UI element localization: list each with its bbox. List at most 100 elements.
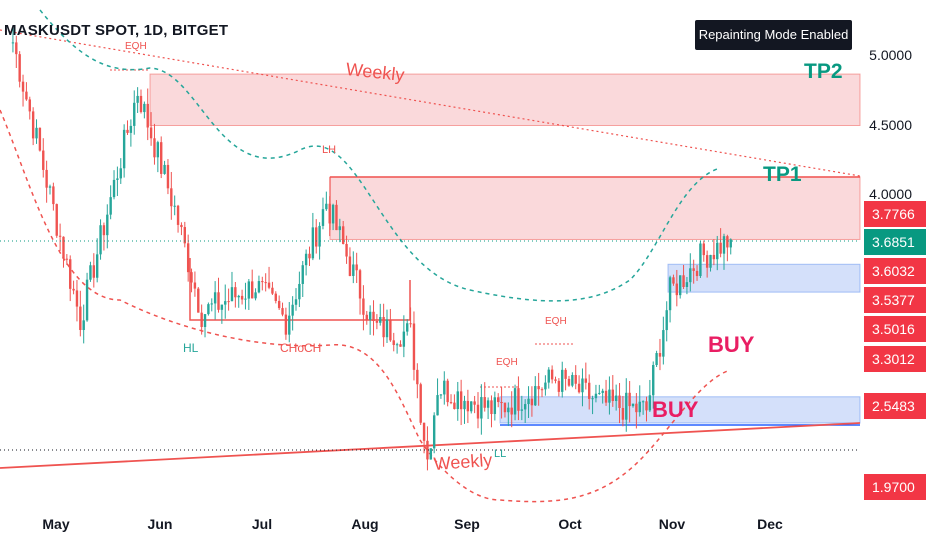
- candle-body: [406, 323, 409, 332]
- label-eqh-2: EQH: [545, 316, 567, 327]
- candle-body: [641, 401, 645, 403]
- candle-body: [21, 81, 25, 92]
- candle-body: [230, 287, 234, 302]
- candle-body: [133, 102, 136, 126]
- candle-body: [315, 227, 318, 247]
- candle-body: [55, 204, 58, 236]
- candle-body: [139, 95, 143, 113]
- choch-line: [189, 258, 411, 321]
- x-label-jul: Jul: [251, 516, 273, 532]
- candle-body: [628, 392, 631, 407]
- candle-body: [170, 188, 173, 207]
- candle-body: [160, 142, 163, 174]
- candle-body: [341, 226, 345, 244]
- candle-body: [699, 243, 702, 277]
- candle-body: [705, 255, 709, 268]
- candle-body: [483, 397, 486, 408]
- price-tag-2-5483: 2.5483: [864, 393, 926, 419]
- candle-body: [328, 203, 331, 224]
- candle-body: [234, 287, 237, 298]
- price-tag-3-5016: 3.5016: [864, 316, 926, 342]
- candle-body: [72, 288, 75, 291]
- candle-body: [244, 298, 247, 300]
- candle-body: [456, 391, 459, 410]
- candle-body: [288, 315, 291, 335]
- candle-body: [574, 374, 577, 384]
- candle-body: [82, 320, 85, 331]
- candle-body: [69, 259, 72, 289]
- label-ll: LL: [494, 448, 507, 460]
- candle-body: [45, 169, 48, 188]
- candle-body: [210, 303, 213, 305]
- candle-body: [163, 164, 166, 174]
- candle-body: [726, 236, 729, 248]
- candle-body: [106, 214, 109, 236]
- candle-body: [513, 388, 517, 415]
- candle-body: [136, 95, 139, 103]
- candle-body: [476, 404, 480, 419]
- candle-body: [547, 369, 550, 383]
- candle-body: [348, 256, 352, 276]
- candle-body: [432, 415, 436, 449]
- label-buy-lower: BUY: [652, 397, 699, 422]
- candle-body: [419, 384, 422, 423]
- candle-body: [129, 125, 133, 133]
- candle-body: [197, 288, 200, 313]
- candle-body: [645, 401, 648, 411]
- candle-body: [190, 272, 193, 283]
- candle-body: [631, 403, 635, 407]
- candle-body: [318, 225, 321, 247]
- candle-body: [271, 287, 274, 294]
- label-weekly-bottom: Weekly: [433, 449, 493, 474]
- candle-body: [449, 402, 453, 404]
- candle-body: [254, 292, 257, 299]
- candle-body: [200, 312, 203, 327]
- price-tag-3-5377: 3.5377: [864, 287, 926, 313]
- candle-body: [395, 344, 399, 346]
- y-tick-5: 5.0000: [869, 47, 912, 63]
- candle-body: [325, 203, 328, 210]
- candle-body: [89, 265, 92, 280]
- candle-body: [224, 301, 227, 305]
- candle-body: [146, 103, 149, 128]
- candle-body: [412, 323, 416, 370]
- candle-body: [368, 311, 372, 320]
- candle-body: [247, 281, 251, 299]
- candle-body: [439, 394, 443, 396]
- price-tag-3-6032: 3.6032: [864, 258, 926, 284]
- candle-body: [399, 344, 402, 347]
- candle-body: [126, 129, 129, 133]
- candle-body: [507, 407, 510, 413]
- candle-body: [422, 422, 426, 441]
- candle-body: [35, 127, 38, 139]
- candle-body: [15, 42, 18, 55]
- candle-body: [685, 282, 689, 287]
- label-eqh-1: EQH: [125, 41, 147, 52]
- zone-0: [149, 73, 861, 126]
- candle-body: [638, 401, 641, 413]
- candle-body: [203, 314, 207, 327]
- candle-body: [389, 319, 392, 341]
- repainting-notice[interactable]: Repainting Mode Enabled: [695, 20, 852, 50]
- label-choch: CHoCH: [280, 341, 322, 355]
- label-tp2: TP2: [804, 60, 843, 83]
- candle-body: [463, 400, 466, 410]
- candle-body: [237, 295, 240, 298]
- candle-body: [85, 279, 89, 321]
- candle-body: [470, 401, 473, 412]
- candle-body: [11, 42, 15, 44]
- candle-body: [655, 353, 658, 365]
- candle-body: [678, 275, 682, 296]
- candle-body: [621, 407, 625, 420]
- candle-body: [251, 281, 254, 299]
- candle-body: [156, 142, 160, 158]
- candle-body: [304, 253, 308, 266]
- candle-body: [79, 306, 82, 331]
- candle-body: [180, 224, 183, 228]
- x-label-dec: Dec: [757, 516, 783, 532]
- candle-body: [672, 277, 675, 284]
- label-eqh-3: EQH: [496, 357, 518, 368]
- candle-body: [379, 317, 382, 323]
- candle-body: [122, 129, 126, 169]
